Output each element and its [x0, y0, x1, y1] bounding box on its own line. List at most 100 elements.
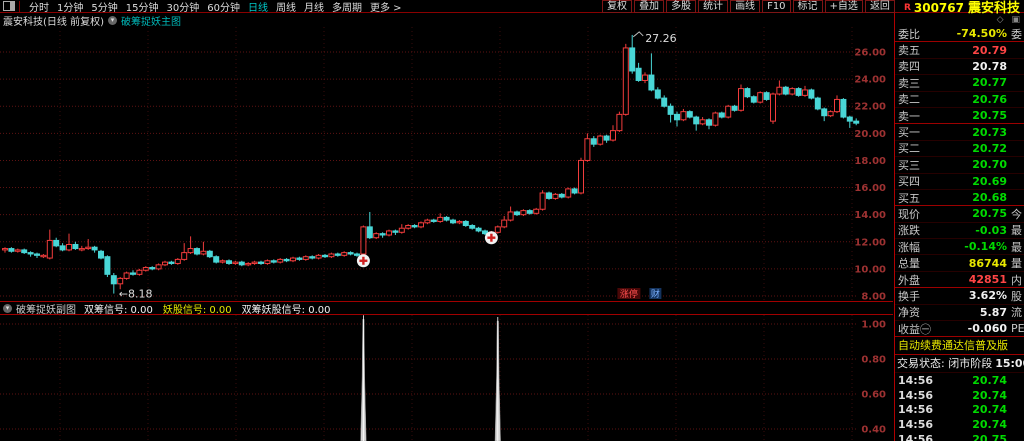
- candle-body: [674, 113, 680, 121]
- info-row-value: -0.060: [967, 322, 1007, 336]
- toolbar-button[interactable]: 叠加: [634, 0, 665, 13]
- info-row: 收益㊀ -0.060 PE: [895, 321, 1024, 338]
- candle-body: [14, 249, 21, 252]
- subchart-dropdown-icon[interactable]: ▾: [3, 303, 12, 313]
- toolbar-button[interactable]: +自选: [824, 0, 863, 13]
- ask-row-value: 20.76: [972, 92, 1007, 106]
- main-candlestick-chart[interactable]: 26.00 24.00 22.00 20.00 18.00 16.00 14.00 12.00…: [0, 27, 893, 301]
- ask-row-label: 卖二: [898, 93, 920, 107]
- toolbar-button[interactable]: F10: [762, 0, 791, 13]
- candle-body: [507, 211, 514, 221]
- price-axis-label: 16.00: [854, 183, 886, 194]
- signal-readout: 妖股信号: 0.00: [162, 304, 232, 316]
- toolbar-button[interactable]: 返回: [864, 0, 895, 13]
- margin-flag: R: [903, 2, 911, 13]
- candle-body: [757, 92, 764, 103]
- info-row: 外盘 42851 内: [895, 272, 1024, 289]
- candle-body: [763, 92, 770, 100]
- subchart-header: ▾ 破筹捉妖副图 双筹信号: 0.00 妖股信号: 0.00 双筹妖股信号: 0.0…: [0, 301, 893, 316]
- candle-body: [232, 261, 239, 264]
- bid-row: 买二 20.72: [895, 141, 1024, 158]
- candle-body: [718, 112, 725, 118]
- candle-body: [526, 210, 533, 214]
- candle-body: [840, 98, 847, 118]
- period-tab[interactable]: 1分钟: [57, 2, 84, 14]
- subscription-notice[interactable]: 自动续费通达信普及版: [895, 337, 1024, 356]
- period-tab[interactable]: 多周期: [331, 2, 362, 14]
- period-tab[interactable]: 分时: [29, 2, 49, 14]
- candle-body: [469, 225, 476, 229]
- candle-body: [194, 248, 200, 255]
- diamond-icon[interactable]: ◇: [996, 15, 1004, 25]
- candle-body: [46, 239, 53, 259]
- candle-body: [354, 253, 360, 256]
- bid-row: 买五 20.68: [895, 190, 1024, 207]
- candle-body: [142, 267, 149, 271]
- price-axis-label: 24.00: [854, 75, 886, 86]
- period-tab[interactable]: 30分钟: [166, 2, 200, 14]
- info-row-label: 总量: [898, 257, 920, 271]
- ask-row: 卖五 20.79: [895, 42, 1024, 59]
- period-tab[interactable]: 周线: [275, 2, 296, 14]
- period-tab[interactable]: 15分钟: [125, 2, 159, 14]
- candle-body: [85, 246, 92, 250]
- tick-time: 14:56: [898, 388, 934, 402]
- instrument-title: 震安科技(日线 前复权): [3, 16, 104, 28]
- price-axis-label: 10.00: [854, 264, 886, 275]
- bid-row-label: 买四: [898, 175, 920, 189]
- info-row-label: 涨跌: [898, 224, 920, 238]
- toolbar-button[interactable]: 统计: [698, 0, 729, 13]
- info-row-next-col: PE: [1011, 322, 1024, 336]
- low-annotation-text: ←8.18: [119, 288, 153, 301]
- info-row-next-col: 最: [1011, 240, 1022, 254]
- bid-row-value: 20.72: [972, 141, 1007, 155]
- candle-body: [411, 225, 418, 228]
- period-tab[interactable]: 5分钟: [91, 2, 118, 14]
- signal-spike-chart[interactable]: 1.00 0.80 0.60 0.40: [0, 315, 893, 441]
- panel-layout-icon[interactable]: ▣: [1011, 15, 1020, 25]
- toolbar-button[interactable]: 标记: [792, 0, 823, 13]
- toolbar-button[interactable]: 多股: [666, 0, 697, 13]
- candle-body: [130, 272, 136, 275]
- stock-title: R 300767 震安科技: [904, 0, 1020, 16]
- candle-body: [462, 220, 469, 227]
- bid-row-label: 买三: [898, 158, 920, 172]
- toolbar-button[interactable]: 复权: [602, 0, 633, 13]
- candle-body: [584, 138, 591, 161]
- tick-price: 20.74: [972, 388, 1007, 402]
- window-layout-icon[interactable]: [3, 1, 15, 11]
- info-row-label: 换手: [898, 289, 920, 303]
- indicator-dropdown-icon[interactable]: ▾: [107, 15, 117, 25]
- period-tabs: 分时 1分钟 5分钟 15分钟 30分钟 60分钟 日线 周线 月线 多周期 更多 >: [25, 0, 406, 14]
- period-tab[interactable]: 更多 >: [369, 2, 402, 14]
- period-tab[interactable]: 60分钟: [207, 2, 240, 14]
- candle-body: [187, 248, 194, 254]
- period-tab[interactable]: 月线: [303, 2, 324, 14]
- info-row: 总量 86744 量: [895, 255, 1024, 272]
- candle-body: [341, 252, 348, 256]
- bid-row-label: 买五: [898, 191, 920, 205]
- tick-price: 20.74: [972, 403, 1007, 417]
- candle-body: [72, 243, 79, 250]
- ask-row-label: 卖一: [898, 109, 920, 123]
- top-toolbar: 分时 1分钟 5分钟 15分钟 30分钟 60分钟 日线 周线 月线 多周期 更多 > 复权 叠加 多股…: [0, 0, 1024, 16]
- candle-body: [264, 260, 271, 264]
- period-tab[interactable]: 日线: [247, 2, 268, 14]
- candle-body: [219, 260, 226, 263]
- info-row-value: 20.75: [972, 207, 1007, 221]
- candle-body: [309, 256, 316, 259]
- candle-body: [725, 105, 732, 118]
- toolbar-button[interactable]: 画线: [730, 0, 761, 13]
- candle-body: [552, 193, 559, 199]
- bid-row: 买四 20.69: [895, 174, 1024, 190]
- candle-body: [475, 227, 482, 232]
- candle-body: [405, 225, 412, 229]
- signal-axis-label: 0.60: [861, 390, 886, 401]
- candle-body: [661, 97, 668, 107]
- info-row-value: 5.87: [979, 305, 1007, 319]
- info-row-label: 涨幅: [898, 240, 920, 254]
- candle-body: [821, 108, 828, 117]
- candle-body: [290, 257, 296, 262]
- info-row-next-col: 内: [1011, 273, 1022, 287]
- candle-body: [213, 256, 220, 263]
